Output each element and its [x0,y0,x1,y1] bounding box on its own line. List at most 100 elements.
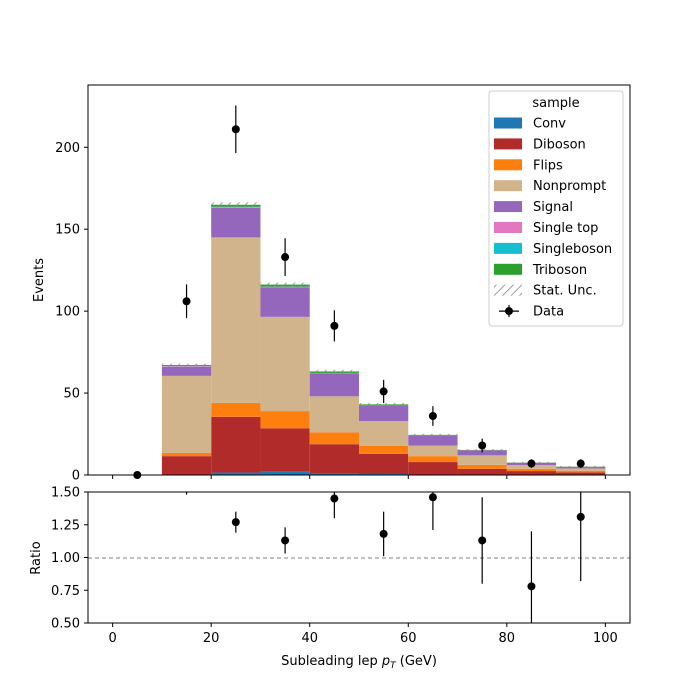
x-tick-label: 20 [203,631,220,646]
bar-diboson [556,472,606,475]
ratio-y-tick-label: 0.50 [51,617,80,632]
bar-diboson [309,444,359,474]
bar-flips [260,411,310,429]
y-tick-label: 150 [55,223,80,238]
legend-label-flips: Flips [533,158,563,173]
legend-label-data: Data [533,305,564,320]
ratio-points [185,492,585,623]
legend-frame [488,90,624,327]
y-tick-label: 0 [72,469,80,484]
bar-nonprompt [161,375,212,453]
legend-swatch-nonprompt [494,180,522,192]
bar-signal [309,373,359,397]
bar-signal [359,405,409,422]
ratio-axes-frame [87,491,631,624]
bar-nonprompt [211,237,261,403]
main-axes-frame [87,84,631,476]
bar-diboson [211,416,261,473]
bar-nonprompt [359,421,409,446]
legend-swatch-flips [494,159,522,171]
bar-signal [211,207,261,238]
ratio-x-ticks: 0 20 40 60 80 100 [108,623,618,646]
bar-diboson [359,453,409,475]
ratio-point [478,536,487,545]
main-panel: 0 50 100 150 200 Events sample Conv Diboson Fl… [32,84,631,484]
bar-diboson [161,456,212,475]
main-x-ticks [112,475,606,479]
legend-label-conv: Conv [533,117,566,132]
legend-swatch-singleboson [494,242,522,254]
legend-label-singleboson: Singleboson [533,242,612,257]
bar-signal [260,287,310,317]
ratio-y-axis-label: Ratio [29,541,44,574]
legend-label-signal: Signal [533,200,573,215]
bar-flips [359,445,409,454]
main-y-axis-label: Events [32,258,47,302]
bar-flips [408,456,458,463]
bar-flips [211,402,261,417]
bar-flips [309,432,359,445]
data-point [231,125,240,134]
ratio-point [379,529,388,538]
bar-signal [408,435,458,446]
ratio-point [281,536,290,545]
legend-label-nonprompt: Nonprompt [533,179,606,194]
x-tick-label: 0 [108,631,116,646]
bar-nonprompt [260,316,310,412]
ratio-y-tick-label: 1.25 [51,518,80,533]
stat-unc-band [260,282,310,287]
bar-nonprompt [556,468,606,471]
stat-unc-band [359,403,409,406]
bar-nonprompt [309,396,359,433]
bar-diboson [457,468,507,475]
bar-single-top [260,286,310,288]
legend-label-diboson: Diboson [533,137,586,152]
legend-data-marker [505,307,513,316]
legend-swatch-single-top [494,222,522,233]
stat-unc-band [161,363,212,367]
y-tick-label: 100 [55,305,80,320]
data-point [281,253,290,262]
bar-nonprompt [408,445,458,457]
bar-conv [211,472,261,475]
ratio-y-ticks: 0.50 0.75 1.00 1.25 1.50 [51,486,88,632]
ratio-y-tick-label: 1.50 [51,486,80,501]
bar-conv [309,473,359,475]
bar-conv [260,471,310,475]
legend-swatch-conv [494,117,522,129]
legend-swatch-triboson [494,263,522,275]
stat-unc-band [408,433,458,436]
legend-label-stat-unc: Stat. Unc. [533,284,597,299]
data-point [576,459,585,468]
stat-unc-band [309,369,359,374]
legend-swatch-signal [494,201,522,213]
ratio-y-tick-label: 1.00 [51,551,80,566]
bar-diboson [260,428,310,472]
x-tick-label: 60 [400,631,417,646]
data-point [478,441,487,450]
bar-nonprompt [457,455,507,465]
x-tick-label: 40 [301,631,318,646]
legend-entries: Conv Diboson Flips Nonprompt Signal Single to… [494,117,612,320]
bar-flips [556,470,606,473]
legend-label-triboson: Triboson [532,263,587,278]
stat-unc-band [211,202,261,208]
legend-label-single-top: Single top [533,221,598,236]
ratio-panel: 0.500.751.001.251.50 0 20 40 60 80 100 Ratio … [29,486,631,671]
ratio-point [428,493,437,502]
data-point [428,412,437,421]
data-point [379,387,388,396]
bar-signal [161,366,212,376]
y-tick-label: 200 [55,141,80,156]
bar-flips [506,468,557,472]
data-point [527,459,536,468]
legend-swatch-diboson [494,138,522,150]
data-point [330,321,339,330]
legend-title: sample [532,96,579,111]
x-axis-label: Subleading lep pT (GeV) [281,654,437,671]
ratio-point [527,582,536,591]
ratio-y-tick-label: 0.75 [51,584,80,599]
bar-diboson [408,462,458,475]
bar-single-top [211,207,261,208]
